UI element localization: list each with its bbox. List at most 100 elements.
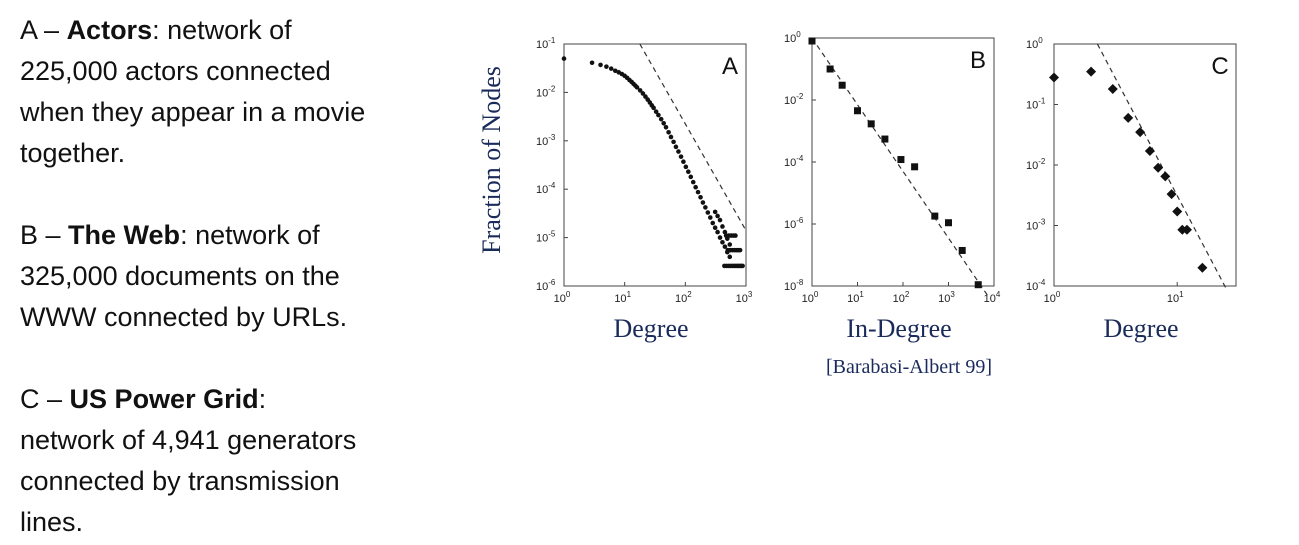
panel-b-x-axis-label: In-Degree [846,314,951,343]
panel-a-data-point [720,224,725,229]
citation: [Barabasi-Albert 99] [826,356,992,378]
panel-a-data-point [717,235,723,240]
panel-a-data-point [710,220,716,226]
panel-a-data-point [676,149,681,154]
panel-c-frame [1053,43,1237,287]
panel-a-data-point [673,144,679,150]
panel-a-data-point [634,85,640,90]
panel-a-data-point [598,62,603,68]
description-c-line-3: connected by transmission [20,466,340,496]
description-b-line-1: B – The Web: network of [20,215,460,256]
panel-a-data-point [658,116,664,122]
description-b-letter: B – [20,220,61,250]
description-b-name: The Web [68,220,181,250]
description-c: C – US Power Grid: network of 4,941 gene… [20,379,460,543]
panel-c-y-tick-label: 10-1 [1026,97,1046,112]
panel-c-y-tick-label: 10-2 [1026,157,1046,172]
panel-a-data-point [705,210,711,215]
panel-b-x-tick-label: 100 [802,290,819,305]
panel-a-data-point [695,189,701,195]
panel-c-letter: C [1211,53,1228,80]
panel-a-x-tick-label: 100 [554,290,571,305]
panel-c-x-tick-label: 101 [1167,290,1184,305]
panel-b-x-tick-label: 103 [938,290,955,305]
panel-a-data-point [666,129,671,135]
panel-a-data-point [663,125,669,130]
panel-b-x-tick-label: 101 [847,290,864,305]
description-c-rest: : [258,384,267,414]
panel-a-data-point [653,109,659,114]
panel-a-data-point [640,91,646,96]
panel-a-x-tick-label: 102 [675,290,692,305]
panel-a-letter: A [722,53,738,80]
description-c-letter: C – [20,384,63,414]
panel-a-data-point [637,88,643,93]
description-a-name: Actors [66,15,153,45]
panel-a-data-point [683,164,689,170]
panel-a-data-point [651,105,656,111]
panel-b-y-tick-label: 10-2 [784,92,804,107]
description-a: A – Actors: network of 225,000 actors co… [20,10,460,174]
description-c-line-1: C – US Power Grid: [20,379,460,420]
panel-b-x-tick-label: 102 [893,290,910,305]
panel-c-data-point [1049,72,1059,83]
panel-c-y-tick-label: 10-4 [1026,278,1046,293]
panel-a-y-tick-label: 10-4 [536,181,556,196]
panel-c-data-point [1135,127,1146,138]
description-a-line-1: A – Actors: network of [20,10,460,51]
panel-c-fit-line [1096,43,1227,290]
panel-a-data-point [693,184,698,190]
panel-a-data-point [727,254,733,260]
panel-a-data-point [671,139,676,145]
panel-b-letter: B [970,47,986,74]
panel-a-x-axis-label: Degree [613,314,688,343]
description-c-line-2: network of 4,941 generators [20,425,357,455]
panel-b-data-point [808,37,816,45]
panel-a-y-tick-label: 10-6 [536,278,556,293]
panel-b-data-point [897,156,905,164]
panel-c-y-tick-label: 100 [1026,36,1043,51]
panel-a-data-point [722,244,728,249]
panel-a-data-point [712,209,718,215]
panel-b-data-point [881,135,889,143]
panel-a-data-point [715,229,720,235]
panel-c-x-tick-label: 100 [1044,290,1061,305]
panel-a-y-tick-label: 10-5 [536,230,556,245]
panel-b-y-tick-label: 100 [784,30,801,45]
panel-a: 100 101 102 103 10-1 10-2 10-3 10-4 10-5 10-6 A Deg… [536,36,753,343]
panel-b-fit-line [811,37,991,299]
panel-a-data-point [717,217,723,223]
description-a-rest: : network of [152,15,292,45]
panel-a-data-point [678,154,684,159]
panel-b-data-point [974,281,982,289]
panel-c-data-point [1086,66,1097,77]
panel-b-data-point [911,163,919,171]
description-a-line-3: when they appear in a movie [20,97,366,127]
panel-a-data-point [720,239,725,245]
panel-a-y-tick-label: 10-3 [536,133,556,148]
panel-b-x-tick-label: 104 [984,290,1001,305]
panel-c-y-tick-label: 10-3 [1026,218,1046,233]
panel-c-data-point [1166,189,1177,200]
panel-c-data-point [1160,171,1171,182]
panel-b-y-tick-label: 10-8 [784,278,804,293]
panel-a-data-point [700,200,706,205]
panel-a-data-point [727,242,733,247]
panel-a-data-point [604,64,609,69]
panel-c: 100 101 100 10-1 10-2 10-3 10-4 C Degree [1026,36,1237,343]
panel-a-data-point [608,66,614,71]
panel-a-frame [563,43,747,287]
panel-a-y-tick-label: 10-2 [536,84,556,99]
panel-a-y-tick-label: 10-1 [536,36,556,51]
panel-a-data-point [656,112,661,118]
panel-b-y-tick-label: 10-6 [784,216,804,231]
panel-b-data-point [854,107,861,115]
panel-b: 100 101 102 103 104 100 10-2 10-4 10-6 10-8 B In-De… [784,30,1001,343]
panel-a-data-point [703,205,708,210]
panel-a-data-point [715,213,720,219]
panel-c-data-point [1172,206,1183,217]
panel-a-data-point [708,215,713,220]
panel-c-data-point [1181,224,1192,235]
panel-c-data-point [1107,84,1118,95]
